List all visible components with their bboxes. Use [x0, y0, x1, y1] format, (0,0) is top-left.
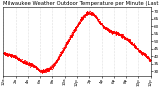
Text: Milwaukee Weather Outdoor Temperature per Minute (Last 24 Hours): Milwaukee Weather Outdoor Temperature pe…	[3, 1, 160, 6]
